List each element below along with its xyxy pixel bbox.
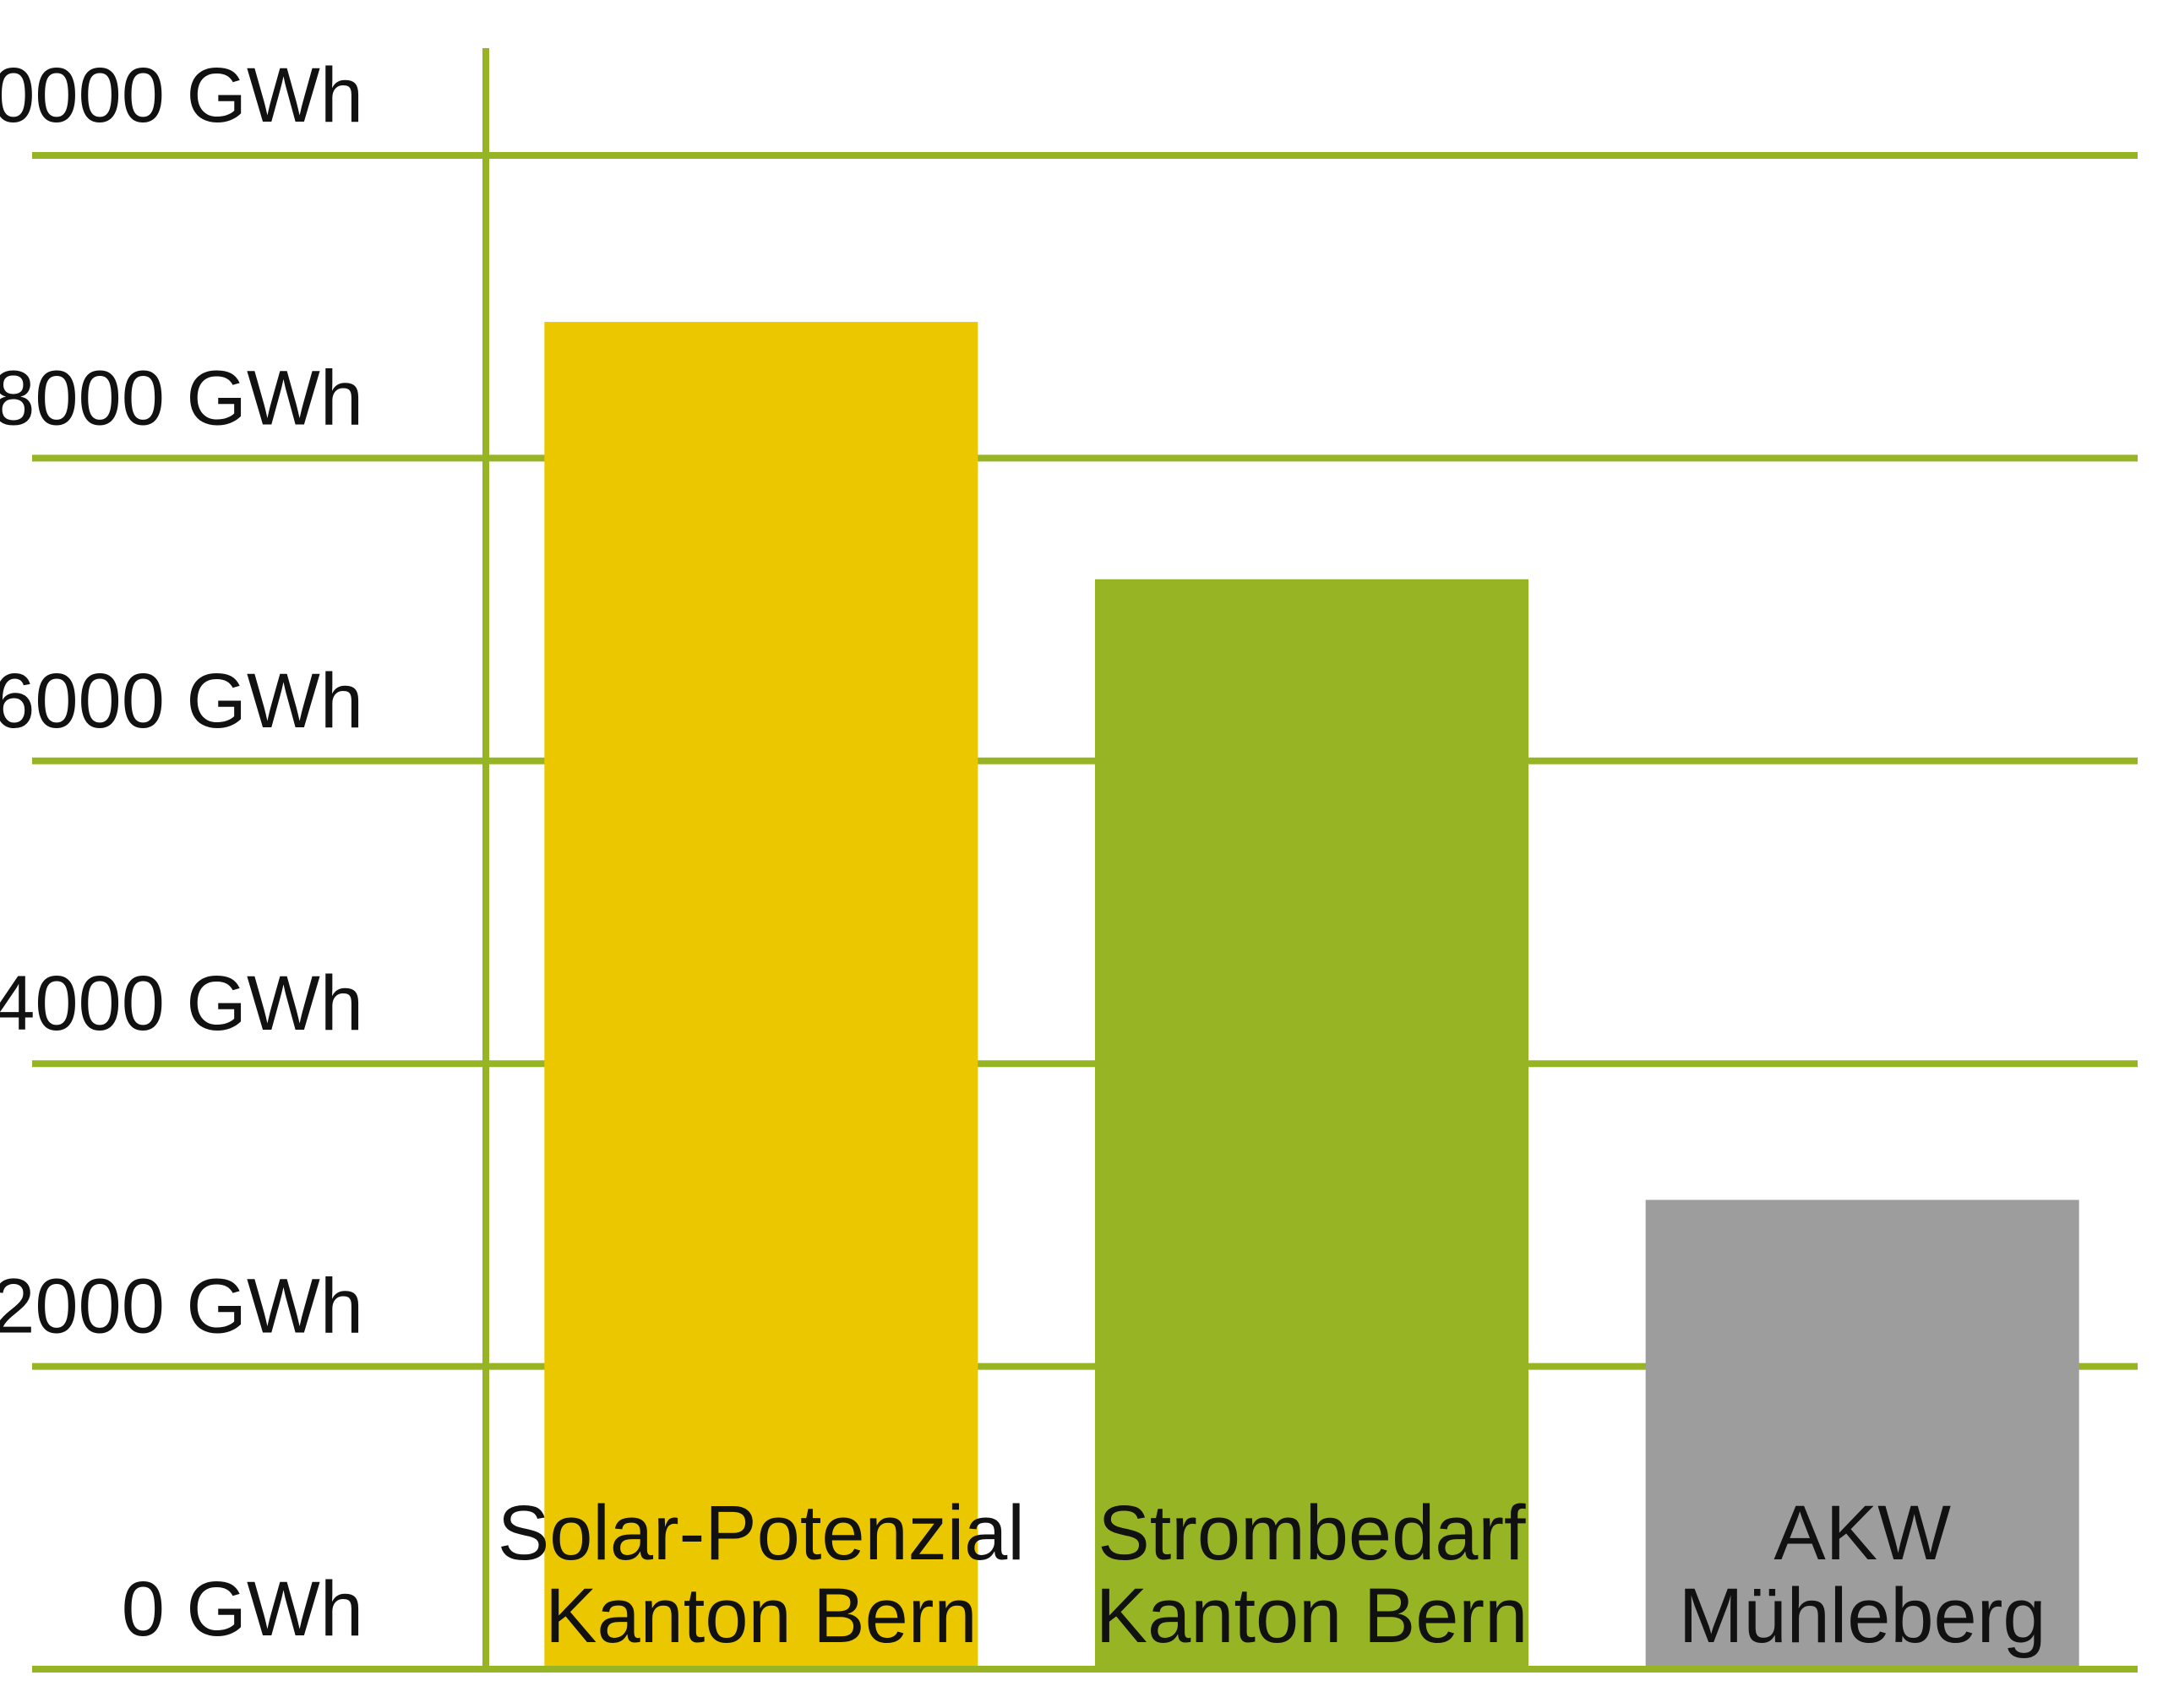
y-tick-label: 8000 GWh bbox=[0, 355, 363, 441]
category-label-line: Kanton Bern bbox=[1096, 1573, 1528, 1659]
category-label: AKW Mühleberg bbox=[1679, 1490, 2046, 1659]
y-tick-label: 10000 GWh bbox=[0, 52, 363, 139]
bar bbox=[1645, 1199, 2079, 1666]
category-label-line: Mühleberg bbox=[1679, 1573, 2046, 1659]
category-label: Solar-Potenzial Kanton Bern bbox=[498, 1490, 1025, 1659]
y-tick-label: 4000 GWh bbox=[0, 960, 363, 1047]
category-label-line: Solar-Potenzial bbox=[498, 1490, 1025, 1576]
bar bbox=[1095, 579, 1528, 1666]
category-label-line: Kanton Bern bbox=[545, 1573, 977, 1659]
bar bbox=[544, 322, 978, 1666]
y-tick-label: 6000 GWh bbox=[0, 658, 363, 744]
category-label-line: AKW bbox=[1773, 1490, 1951, 1576]
category-label: Strombedarf Kanton Bern bbox=[1096, 1490, 1528, 1659]
y-tick-label: 0 GWh bbox=[122, 1566, 363, 1652]
y-tick-label: 2000 GWh bbox=[0, 1264, 363, 1350]
category-label-line: Strombedarf bbox=[1098, 1490, 1526, 1576]
